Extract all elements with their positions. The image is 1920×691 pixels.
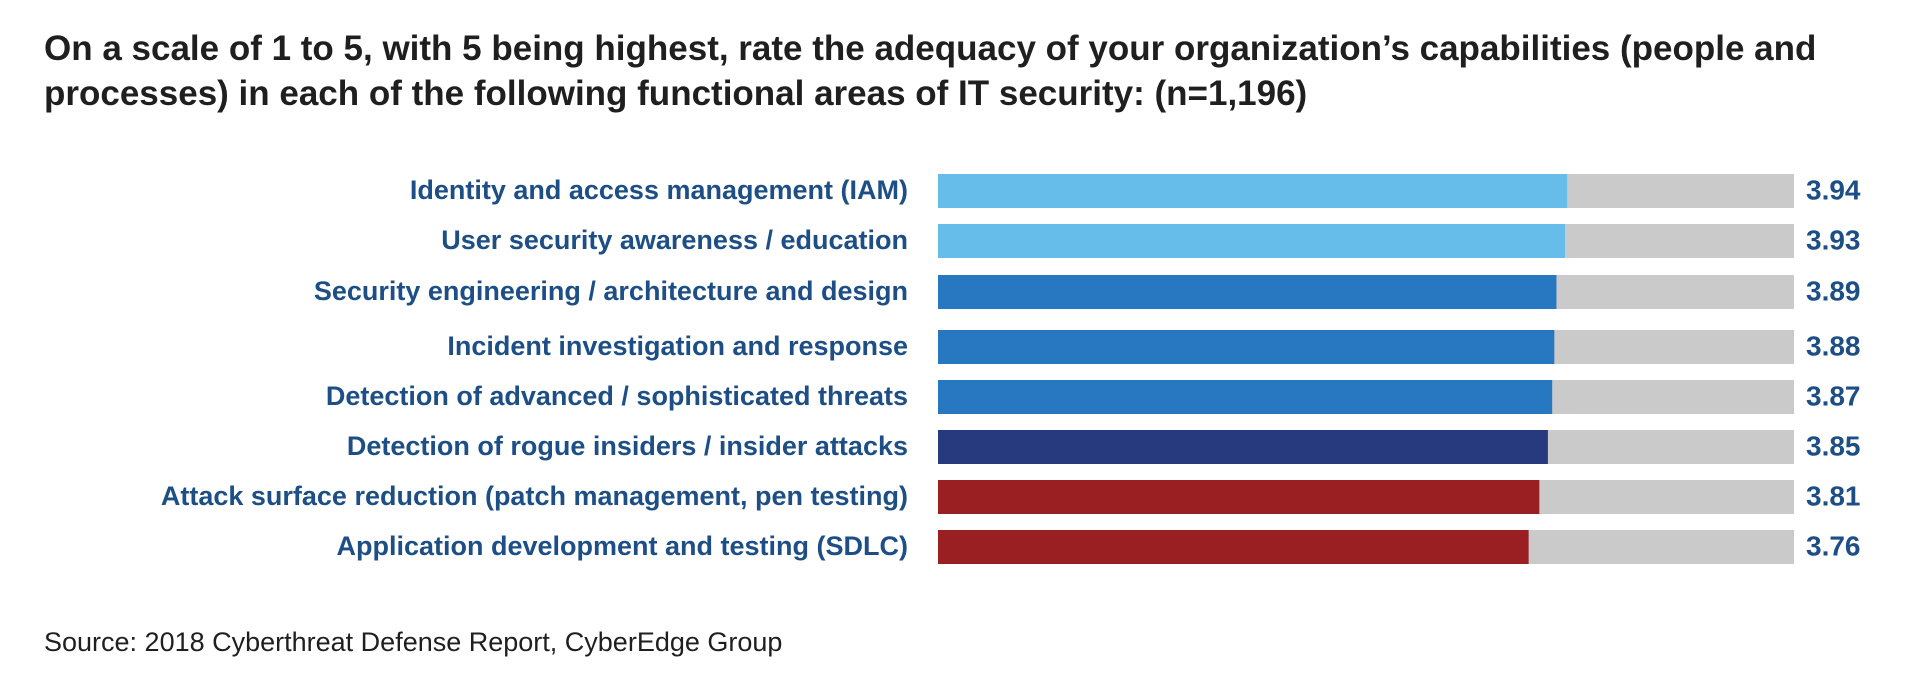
bar (938, 330, 1555, 364)
category-label: Detection of advanced / sophisticated th… (326, 381, 908, 411)
bar (938, 530, 1529, 564)
bar-row: Security engineering / architecture and … (314, 275, 1861, 309)
data-label: 3.87 (1806, 380, 1861, 411)
bar-row: Attack surface reduction (patch manageme… (161, 480, 1861, 514)
bar-row: Detection of advanced / sophisticated th… (326, 380, 1861, 414)
data-label: 3.88 (1806, 330, 1861, 361)
category-label: Security engineering / architecture and … (314, 276, 908, 306)
chart-title: On a scale of 1 to 5, with 5 being highe… (44, 29, 1817, 113)
category-label: Attack surface reduction (patch manageme… (161, 481, 908, 511)
bar (938, 430, 1548, 464)
bar (938, 275, 1557, 309)
chart-rows: Identity and access management (IAM) 3.94… (161, 174, 1861, 564)
category-label: Detection of rogue insiders / insider at… (347, 431, 908, 461)
source-note: Source: 2018 Cyberthreat Defense Report,… (44, 627, 783, 657)
category-label: User security awareness / education (441, 225, 908, 255)
bar-row: User security awareness / education 3.93 (441, 224, 1861, 258)
bar (938, 174, 1568, 208)
data-label: 3.76 (1806, 530, 1861, 561)
bar-row: Application development and testing (SDL… (336, 530, 1861, 564)
bar (938, 380, 1553, 414)
bar (938, 480, 1540, 514)
data-label: 3.89 (1806, 275, 1861, 306)
bar-row: Detection of rogue insiders / insider at… (347, 430, 1861, 464)
data-label: 3.81 (1806, 480, 1861, 511)
data-label: 3.85 (1806, 430, 1861, 461)
bar (938, 224, 1566, 258)
data-label: 3.94 (1806, 174, 1861, 205)
category-label: Incident investigation and response (447, 331, 908, 361)
data-label: 3.93 (1806, 224, 1861, 255)
bar-row: Incident investigation and response 3.88 (447, 330, 1861, 364)
bar-row: Identity and access management (IAM) 3.94 (410, 174, 1861, 208)
category-label: Application development and testing (SDL… (336, 531, 908, 561)
category-label: Identity and access management (IAM) (410, 175, 908, 205)
